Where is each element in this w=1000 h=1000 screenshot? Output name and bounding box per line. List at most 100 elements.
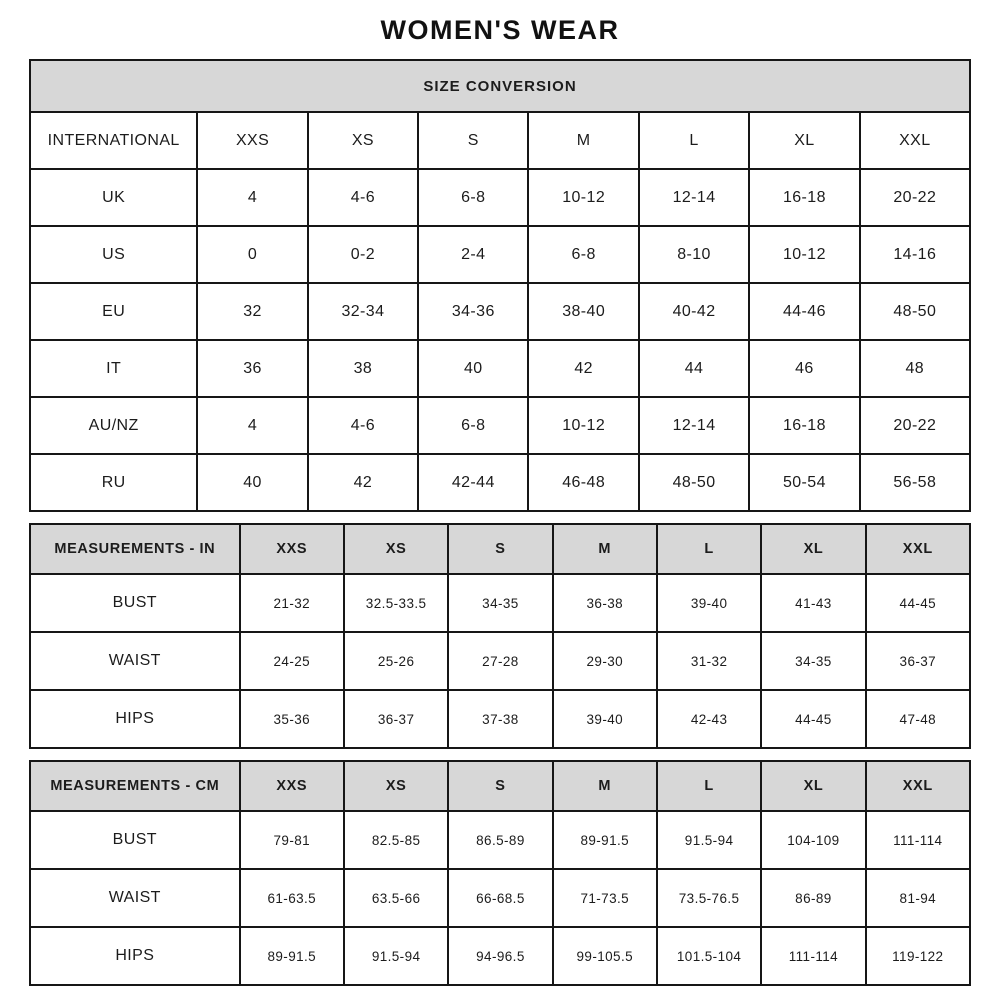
table-cell: 42 xyxy=(527,339,640,398)
row-label: WAIST xyxy=(29,868,241,928)
table-row: RU 40 42 42-44 46-48 48-50 50-54 56-58 xyxy=(28,453,972,512)
size-column-header: S xyxy=(417,111,530,170)
row-label: WAIST xyxy=(29,631,241,691)
table-cell: 6-8 xyxy=(417,168,530,227)
international-header: INTERNATIONAL xyxy=(28,111,199,170)
table-cell: 44 xyxy=(637,339,751,398)
size-column-header: XXL xyxy=(864,760,972,812)
row-label: HIPS xyxy=(29,926,241,986)
table-cell: 10-12 xyxy=(748,225,861,284)
size-column-header: XL xyxy=(760,760,867,812)
size-column-header: XXS xyxy=(238,523,345,575)
size-column-header: XXS xyxy=(196,111,309,170)
table-cell: 25-26 xyxy=(342,631,450,691)
table-row: EU 32 32-34 34-36 38-40 40-42 44-46 48-50 xyxy=(28,282,972,341)
table-cell: 71-73.5 xyxy=(551,868,658,928)
size-column-header: XS xyxy=(342,523,450,575)
row-label: UK xyxy=(28,168,199,227)
row-label: US xyxy=(28,225,199,284)
table-cell: 36-38 xyxy=(551,573,658,633)
size-column-header: XL xyxy=(748,111,861,170)
table-cell: 73.5-76.5 xyxy=(655,868,763,928)
table-cell: 20-22 xyxy=(858,396,972,455)
table-cell: 48-50 xyxy=(637,453,751,512)
table-row: US 0 0-2 2-4 6-8 8-10 10-12 14-16 xyxy=(28,225,972,284)
table-cell: 86.5-89 xyxy=(447,810,554,870)
table-cell: 44-45 xyxy=(760,689,867,749)
table-cell: 44-45 xyxy=(864,573,972,633)
table-cell: 48-50 xyxy=(858,282,972,341)
table-row: IT 36 38 40 42 44 46 48 xyxy=(28,339,972,398)
measurements-in-table: MEASUREMENTS - IN XXS XS S M L XL XXL BUST 21-3… xyxy=(29,523,972,749)
row-label: BUST xyxy=(29,573,241,633)
table-cell: 10-12 xyxy=(527,396,640,455)
size-column-header: XS xyxy=(342,760,450,812)
row-label: IT xyxy=(28,339,199,398)
table-cell: 99-105.5 xyxy=(551,926,658,986)
table-cell: 32 xyxy=(196,282,309,341)
table-cell: 56-58 xyxy=(858,453,972,512)
table-cell: 86-89 xyxy=(760,868,867,928)
size-column-header: XL xyxy=(760,523,867,575)
table-cell: 40 xyxy=(417,339,530,398)
table-cell: 81-94 xyxy=(864,868,972,928)
table-cell: 66-68.5 xyxy=(447,868,554,928)
row-label: RU xyxy=(28,453,199,512)
table-cell: 82.5-85 xyxy=(342,810,450,870)
table-cell: 46-48 xyxy=(527,453,640,512)
table-cell: 29-30 xyxy=(551,631,658,691)
table-title-row: SIZE CONVERSION xyxy=(29,59,971,113)
table-row: UK 4 4-6 6-8 10-12 12-14 16-18 20-22 xyxy=(28,168,972,227)
table-cell: 42-43 xyxy=(655,689,763,749)
table-cell: 40 xyxy=(196,453,309,512)
measurements-cm-table: MEASUREMENTS - CM XXS XS S M L XL XXL BUST 79-8… xyxy=(29,760,972,986)
size-column-header: XXL xyxy=(864,523,972,575)
table-cell: 61-63.5 xyxy=(238,868,345,928)
table-cell: 12-14 xyxy=(637,396,751,455)
table-cell: 12-14 xyxy=(637,168,751,227)
table-cell: 50-54 xyxy=(748,453,861,512)
table-cell: 6-8 xyxy=(527,225,640,284)
table-cell: 79-81 xyxy=(238,810,345,870)
table-cell: 0-2 xyxy=(306,225,420,284)
table-cell: 36-37 xyxy=(342,689,450,749)
table-cell: 40-42 xyxy=(637,282,751,341)
table-row: BUST 21-32 32.5-33.5 34-35 36-38 39-40 41-43 44… xyxy=(29,573,972,633)
table-row: AU/NZ 4 4-6 6-8 10-12 12-14 16-18 20-22 xyxy=(28,396,972,455)
size-column-header: L xyxy=(655,523,763,575)
table-cell: 16-18 xyxy=(748,396,861,455)
size-conversion-body: UK 4 4-6 6-8 10-12 12-14 16-18 20-22 US 0 0-2 2-4 6-… xyxy=(28,168,972,512)
size-column-header: L xyxy=(655,760,763,812)
size-column-header: S xyxy=(447,523,554,575)
measurements-in-body: BUST 21-32 32.5-33.5 34-35 36-38 39-40 41-43 44… xyxy=(29,573,972,749)
table-cell: 16-18 xyxy=(748,168,861,227)
column-header-row: MEASUREMENTS - IN XXS XS S M L XL XXL xyxy=(29,523,972,575)
table-cell: 27-28 xyxy=(447,631,554,691)
table-cell: 10-12 xyxy=(527,168,640,227)
table-cell: 46 xyxy=(748,339,861,398)
table-cell: 34-36 xyxy=(417,282,530,341)
table-row: WAIST 24-25 25-26 27-28 29-30 31-32 34-35 36-37 xyxy=(29,631,972,691)
table-cell: 14-16 xyxy=(858,225,972,284)
table-cell: 21-32 xyxy=(238,573,345,633)
table-cell: 111-114 xyxy=(760,926,867,986)
table-cell: 44-46 xyxy=(748,282,861,341)
table-cell: 89-91.5 xyxy=(551,810,658,870)
table-cell: 0 xyxy=(196,225,309,284)
page-title: WOMEN'S WEAR xyxy=(380,15,620,45)
row-label: EU xyxy=(28,282,199,341)
table-cell: 20-22 xyxy=(858,168,972,227)
size-conversion-table: SIZE CONVERSION INTERNATIONAL XXS XS S M L XL… xyxy=(28,59,972,512)
table-cell: 4-6 xyxy=(306,396,420,455)
table-cell: 8-10 xyxy=(637,225,751,284)
table-cell: 111-114 xyxy=(864,810,972,870)
table-cell: 4 xyxy=(196,396,309,455)
table-cell: 119-122 xyxy=(864,926,972,986)
measurements-cm-body: BUST 79-81 82.5-85 86.5-89 89-91.5 91.5-94 104… xyxy=(29,810,972,986)
table-cell: 2-4 xyxy=(417,225,530,284)
table-cell: 32-34 xyxy=(306,282,420,341)
table-row: WAIST 61-63.5 63.5-66 66-68.5 71-73.5 73.5-76… xyxy=(29,868,972,928)
table-row: BUST 79-81 82.5-85 86.5-89 89-91.5 91.5-94 104… xyxy=(29,810,972,870)
measurements-in-header: MEASUREMENTS - IN xyxy=(29,523,241,575)
